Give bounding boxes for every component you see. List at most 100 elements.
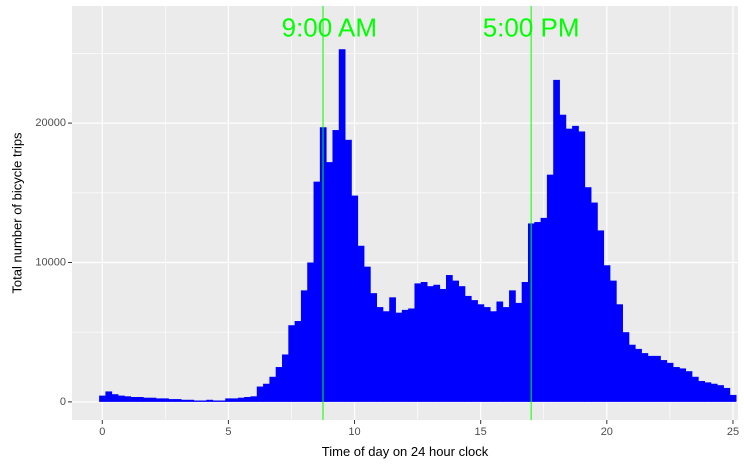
x-tick-label: 0 bbox=[99, 426, 105, 438]
histogram-bar bbox=[445, 275, 453, 402]
histogram-bar bbox=[553, 79, 560, 402]
histogram-bar bbox=[654, 355, 661, 402]
histogram-bar bbox=[294, 321, 302, 402]
x-tick-label: 20 bbox=[601, 426, 613, 438]
histogram-bar bbox=[155, 398, 163, 402]
bars bbox=[99, 49, 737, 402]
histogram-bar bbox=[609, 280, 617, 402]
histogram-bar bbox=[565, 128, 573, 402]
histogram-bar bbox=[502, 307, 510, 402]
histogram-bar bbox=[483, 307, 491, 402]
histogram-bar bbox=[477, 304, 485, 402]
histogram-bar bbox=[704, 382, 712, 402]
histogram-bar bbox=[111, 394, 119, 402]
histogram-bar bbox=[490, 311, 497, 402]
histogram-bar bbox=[496, 301, 504, 402]
histogram-bar bbox=[439, 288, 447, 402]
histogram-bar bbox=[729, 394, 737, 402]
histogram-bar bbox=[275, 367, 283, 402]
histogram-bar bbox=[546, 174, 554, 402]
histogram-bar bbox=[187, 399, 195, 402]
histogram-bar bbox=[370, 293, 378, 402]
histogram-bar bbox=[578, 131, 586, 402]
histogram-bar bbox=[256, 386, 264, 402]
histogram-bar bbox=[351, 195, 359, 402]
histogram-bar bbox=[534, 222, 541, 402]
annotation-label: 9:00 AM bbox=[282, 13, 377, 43]
histogram-bar bbox=[345, 139, 352, 402]
histogram-bar bbox=[212, 400, 220, 402]
histogram-bar bbox=[124, 396, 132, 402]
histogram-bar bbox=[376, 307, 384, 402]
histogram-bar bbox=[710, 383, 718, 402]
histogram-bar bbox=[666, 362, 674, 402]
histogram-bar bbox=[408, 308, 415, 402]
histogram-bar bbox=[698, 380, 705, 402]
histogram-bar bbox=[162, 398, 169, 402]
histogram-bar bbox=[603, 265, 611, 402]
annotation-label: 5:00 PM bbox=[483, 13, 580, 43]
histogram-bar bbox=[231, 398, 239, 402]
histogram-bar bbox=[616, 304, 623, 402]
histogram-bar bbox=[288, 325, 296, 402]
histogram-bar bbox=[521, 282, 529, 402]
histogram-bar bbox=[691, 376, 699, 402]
histogram-bar bbox=[200, 400, 207, 402]
histogram-bar bbox=[452, 280, 460, 402]
histogram-bar bbox=[382, 311, 390, 402]
y-axis-title: Total number of bicycle trips bbox=[9, 132, 24, 294]
histogram-bar bbox=[181, 399, 188, 402]
histogram-bar bbox=[307, 262, 314, 402]
histogram-bar bbox=[458, 286, 466, 402]
histogram-bar bbox=[515, 302, 523, 402]
histogram-bar bbox=[263, 383, 270, 402]
histogram-bar bbox=[193, 400, 201, 402]
histogram-bar bbox=[389, 297, 396, 402]
histogram-bar bbox=[282, 354, 289, 402]
y-tick-label: 10000 bbox=[35, 256, 66, 268]
histogram-bar bbox=[250, 396, 258, 402]
histogram-bar bbox=[673, 367, 680, 402]
histogram-bar bbox=[584, 187, 592, 402]
axes: 0 5 10 15 20 25 0 10000 20000 bbox=[35, 117, 739, 438]
histogram-bar bbox=[420, 282, 428, 402]
histogram-bar bbox=[395, 312, 403, 402]
histogram-bar bbox=[591, 202, 598, 402]
histogram-bar bbox=[540, 217, 548, 402]
histogram-bar bbox=[364, 266, 371, 402]
histogram-bar bbox=[269, 376, 277, 402]
histogram-bar bbox=[332, 130, 340, 402]
histogram-bar bbox=[174, 399, 182, 402]
histogram-bar bbox=[572, 125, 579, 402]
histogram-bar bbox=[464, 295, 472, 402]
histogram-bar bbox=[225, 398, 232, 402]
histogram-bar bbox=[99, 395, 106, 402]
histogram-bar bbox=[130, 397, 138, 402]
histogram-bar bbox=[357, 245, 365, 402]
histogram-bar bbox=[143, 397, 150, 402]
histogram-bar bbox=[559, 114, 567, 402]
x-tick-label: 15 bbox=[475, 426, 487, 438]
histogram-bar bbox=[313, 181, 321, 402]
histogram-bar bbox=[401, 309, 409, 402]
x-axis-title: Time of day on 24 hour clock bbox=[322, 444, 489, 459]
histogram-bar bbox=[168, 399, 176, 402]
histogram-bar bbox=[136, 397, 144, 402]
histogram-bar bbox=[685, 371, 693, 402]
x-tick-label: 5 bbox=[225, 426, 231, 438]
histogram-bar bbox=[660, 360, 668, 402]
histogram-bar bbox=[206, 399, 214, 402]
histogram-bar bbox=[300, 290, 308, 402]
y-tick-label: 0 bbox=[60, 396, 66, 408]
histogram-bar bbox=[471, 300, 478, 402]
histogram-bar bbox=[414, 283, 422, 402]
histogram-bar bbox=[118, 395, 125, 402]
histogram-bar bbox=[597, 230, 605, 402]
histogram-bar bbox=[723, 387, 731, 402]
histogram-bar bbox=[244, 397, 251, 402]
histogram-bar bbox=[622, 332, 630, 402]
histogram-bar bbox=[433, 284, 441, 402]
histogram-bar bbox=[237, 397, 245, 402]
histogram-bar bbox=[105, 391, 113, 402]
